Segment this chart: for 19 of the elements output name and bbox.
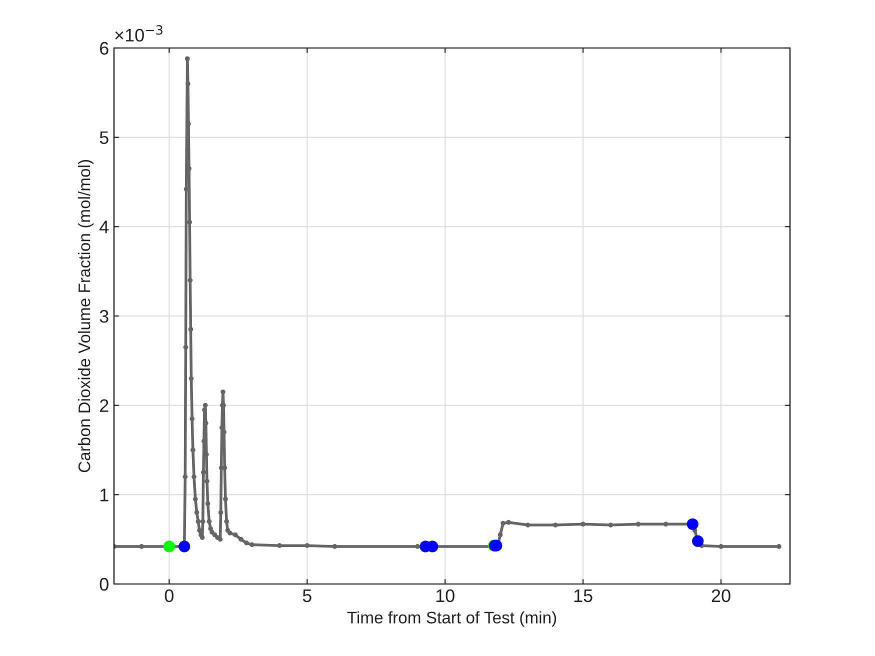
y-tick-label: 1 xyxy=(100,488,108,502)
text: ×10$^{−3}$ xyxy=(115,25,162,42)
y-tick-label: 0 xyxy=(100,578,108,591)
y-axis-title: Carbon Dioxide Volume Fraction (mol/mol) xyxy=(78,160,94,472)
point xyxy=(178,540,190,552)
y-tick-label: 6 xyxy=(100,42,108,55)
x-tick-label: 20 xyxy=(712,589,730,602)
x-tick-label: 15 xyxy=(574,590,592,602)
y-tick-label: 2 xyxy=(100,399,108,412)
y-tick-label: 3 xyxy=(100,310,108,323)
point xyxy=(686,518,698,530)
point xyxy=(692,535,704,547)
y-tick-label: 5 xyxy=(100,131,108,144)
x-tick-label: 0 xyxy=(164,589,174,602)
x-axis-title: Time from Start of Test (min) xyxy=(347,611,556,627)
x-tick-label: 10 xyxy=(436,589,454,602)
point xyxy=(163,540,175,552)
x-tick-label: 5 xyxy=(302,590,312,602)
y-tick-label: 4 xyxy=(100,220,109,234)
